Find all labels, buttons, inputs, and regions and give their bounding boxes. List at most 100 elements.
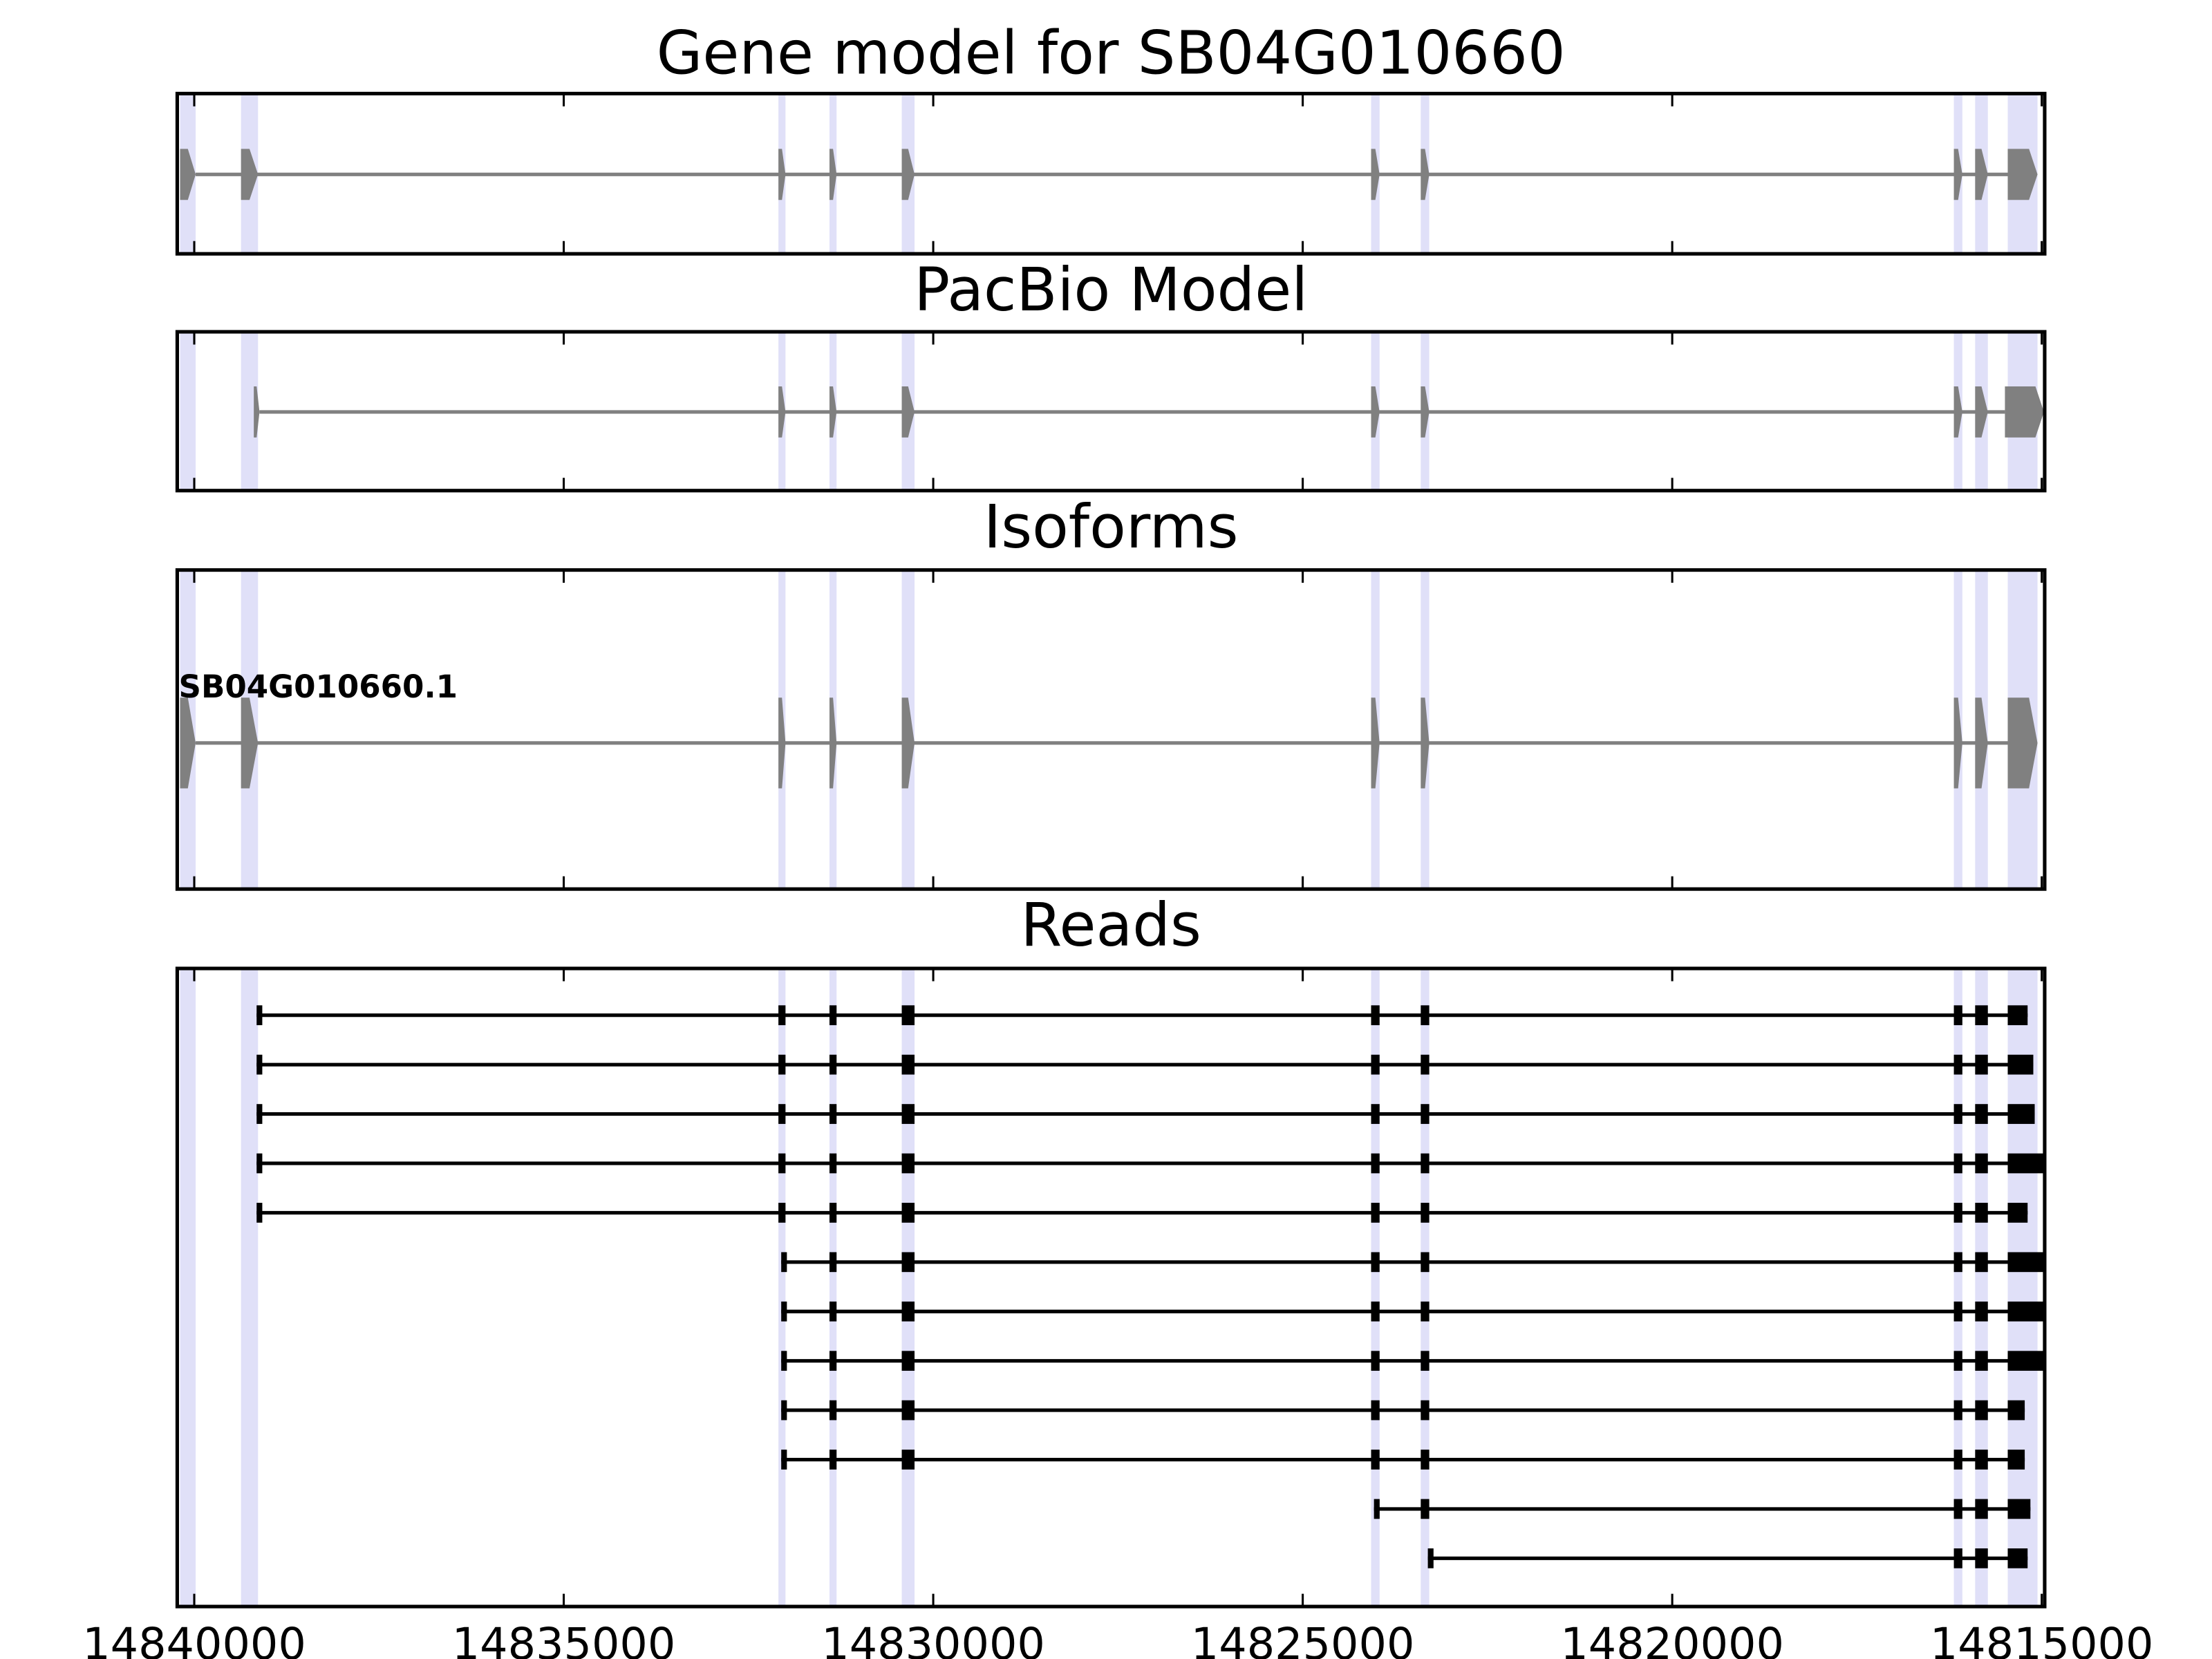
read-exon xyxy=(829,1054,837,1075)
read-exon xyxy=(901,1054,915,1075)
read-exon xyxy=(2007,1005,2028,1026)
highlight-band xyxy=(180,332,196,491)
panel-frame xyxy=(175,568,2047,891)
read-exon xyxy=(2007,1153,2044,1174)
read-exon xyxy=(778,1153,786,1174)
read-exon xyxy=(2007,1400,2025,1421)
highlight-band xyxy=(1371,968,1380,1607)
exon xyxy=(1953,149,1962,200)
read-exon xyxy=(256,1153,263,1174)
read-exon xyxy=(1975,1252,1988,1273)
exon xyxy=(1953,697,1962,789)
highlight-band xyxy=(829,968,837,1607)
read-exon xyxy=(1421,1203,1430,1223)
read-exon xyxy=(1374,1499,1380,1519)
panel-title: Reads xyxy=(1021,891,1201,960)
panel-title: Isoforms xyxy=(984,493,1239,562)
read-exon xyxy=(829,1450,837,1470)
exon xyxy=(778,386,786,438)
read-exon xyxy=(778,1203,786,1223)
read-exon xyxy=(1953,1203,1962,1223)
panel-frame xyxy=(175,966,2047,1609)
read-exon xyxy=(781,1400,787,1421)
read-exon xyxy=(1953,1252,1962,1273)
panel-frame xyxy=(175,330,2047,493)
exon xyxy=(2007,149,2038,200)
read-exon xyxy=(1371,1400,1380,1421)
read-exon xyxy=(1371,1351,1380,1371)
read-exon xyxy=(778,1104,786,1124)
panel-frame xyxy=(175,91,2047,256)
read-exon xyxy=(1421,1351,1430,1371)
read-exon xyxy=(1953,1104,1962,1124)
exon xyxy=(829,149,837,200)
read-exon xyxy=(1953,1400,1962,1421)
exon xyxy=(1975,149,1988,200)
read-exon xyxy=(1371,1203,1380,1223)
read-exon xyxy=(256,1203,263,1223)
isoform-label: SB04G010660.1 xyxy=(178,668,458,705)
read-exon xyxy=(2007,1252,2044,1273)
read-exon xyxy=(1975,1005,1988,1026)
x-tick-label: 14820000 xyxy=(1560,1618,1784,1659)
read-exon xyxy=(1975,1301,1988,1322)
read-exon xyxy=(829,1301,837,1322)
read-exon xyxy=(1953,1005,1962,1026)
read-exon xyxy=(1975,1104,1988,1124)
read-exon xyxy=(2007,1054,2034,1075)
read-exon xyxy=(1427,1548,1434,1568)
read-exon xyxy=(829,1153,837,1174)
read-exon xyxy=(1421,1301,1430,1322)
exon xyxy=(1421,386,1430,438)
highlight-band xyxy=(1953,968,1962,1607)
read-exon xyxy=(829,1005,837,1026)
read-exon xyxy=(2007,1104,2035,1124)
read-exon xyxy=(1953,1450,1962,1470)
read-exon xyxy=(1953,1153,1962,1174)
read-exon xyxy=(1975,1351,1988,1371)
read-exon xyxy=(781,1351,787,1371)
exon xyxy=(901,386,915,438)
read-exon xyxy=(901,1203,915,1223)
highlight-band xyxy=(901,968,915,1607)
read-exon xyxy=(1975,1153,1988,1174)
read-exon xyxy=(901,1450,915,1470)
read-exon xyxy=(901,1400,915,1421)
read-exon xyxy=(781,1301,787,1322)
exon xyxy=(1371,149,1380,200)
exon xyxy=(180,149,196,200)
read-exon xyxy=(1371,1104,1380,1124)
exon xyxy=(1975,386,1988,438)
exon xyxy=(1371,697,1380,789)
highlight-band xyxy=(1421,968,1430,1607)
exon xyxy=(901,149,915,200)
read-exon xyxy=(256,1005,263,1026)
exon xyxy=(1421,697,1430,789)
read-exon xyxy=(1421,1005,1430,1026)
exon xyxy=(829,697,837,789)
read-exon xyxy=(1421,1400,1430,1421)
read-exon xyxy=(829,1252,837,1273)
exon xyxy=(901,697,915,789)
exon xyxy=(1421,149,1430,200)
read-exon xyxy=(2007,1203,2028,1223)
read-exon xyxy=(1371,1005,1380,1026)
read-exon xyxy=(901,1005,915,1026)
read-exon xyxy=(781,1450,787,1470)
x-tick-label: 14830000 xyxy=(821,1618,1045,1659)
panel-title: PacBio Model xyxy=(914,256,1308,325)
read-exon xyxy=(1975,1548,1988,1568)
exon xyxy=(241,149,259,200)
read-exon xyxy=(1421,1104,1430,1124)
read-exon xyxy=(1371,1054,1380,1075)
read-exon xyxy=(829,1203,837,1223)
read-exon xyxy=(901,1351,915,1371)
read-exon xyxy=(901,1104,915,1124)
read-exon xyxy=(1421,1499,1430,1519)
highlight-band xyxy=(180,968,196,1607)
x-tick-label: 14815000 xyxy=(1930,1618,2154,1659)
read-exon xyxy=(2007,1351,2044,1371)
x-tick-label: 14835000 xyxy=(452,1618,676,1659)
read-exon xyxy=(1421,1450,1430,1470)
